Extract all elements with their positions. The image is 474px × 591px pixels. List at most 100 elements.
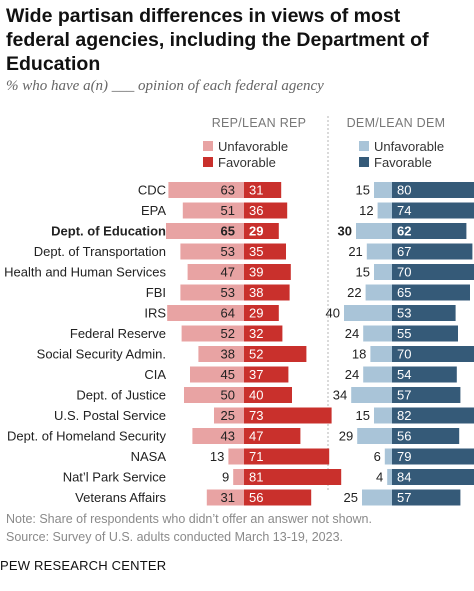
dem-unfavorable-bar (387, 469, 392, 485)
dem-unfavorable-bar (377, 202, 392, 219)
chart-rows: CDC 63 31 15 80 EPA 51 36 12 74 Dept. of Education… (4, 182, 474, 506)
dem-favorable-bar (392, 264, 474, 280)
rep-unfavorable-bar (184, 387, 244, 403)
dem-favorable-value: 57 (397, 388, 411, 403)
rep-unfavorable-value: 50 (221, 388, 235, 403)
dem-favorable-value: 54 (397, 367, 411, 382)
category-label: IRS (144, 306, 166, 321)
rep-unfavorable-value: 52 (221, 326, 235, 341)
rep-unfavorable-value: 53 (221, 285, 235, 300)
category-label: Dept. of Homeland Security (7, 429, 166, 444)
rep-favorable-bar (244, 366, 289, 383)
category-label: Social Security Admin. (37, 347, 166, 362)
rep-unfavorable-value: 25 (221, 408, 235, 423)
dem-favorable-value: 57 (397, 490, 411, 505)
dem-unfavorable-value: 15 (356, 183, 370, 198)
rep-unfavorable-bar (190, 366, 244, 383)
dem-unfavorable-value: 15 (356, 265, 370, 280)
rep-favorable-value: 39 (249, 265, 263, 280)
dem-favorable-value: 65 (397, 285, 411, 300)
dem-favorable-bar (392, 469, 474, 485)
dem-unfavorable-value: 29 (339, 429, 353, 444)
rep-favorable-bar (244, 469, 342, 485)
rep-favorable-value: 32 (249, 326, 263, 341)
rep-unfavorable-bar (187, 264, 244, 280)
dem-favorable-bar (392, 243, 473, 260)
rep-unfavorable-value: 53 (221, 244, 235, 259)
dem-unfavorable-legend-swatch (359, 141, 369, 151)
dem-unfavorable-value: 22 (347, 285, 361, 300)
category-label: Dept. of Transportation (34, 244, 166, 259)
dem-unfavorable-value: 6 (374, 449, 381, 464)
dem-unfavorable-bar (363, 366, 392, 383)
rep-favorable-bar (244, 346, 307, 362)
dem-unfavorable-value: 30 (338, 224, 352, 239)
dem-unfavorable-bar (365, 284, 392, 301)
dem-unfavorable-bar (363, 325, 392, 342)
rep-unfavorable-bar (233, 469, 244, 485)
dem-unfavorable-value: 24 (345, 326, 359, 341)
category-label: Nat’l Park Service (63, 470, 166, 485)
rep-unfavorable-value: 45 (221, 367, 235, 382)
rep-favorable-bar (244, 428, 301, 444)
dem-unfavorable-value: 25 (344, 490, 358, 505)
rep-unfavorable-bar (180, 243, 244, 260)
rep-unfavorable-bar (192, 428, 244, 444)
dem-unfavorable-legend-label: Unfavorable (374, 139, 444, 154)
dem-unfavorable-bar (374, 407, 392, 424)
category-label: Veterans Affairs (75, 490, 166, 505)
rep-favorable-bar (244, 284, 290, 301)
chart-subtitle: % who have a(n) ___ opinion of each fede… (6, 78, 324, 94)
rep-favorable-bar (244, 202, 288, 219)
rep-favorable-value: 29 (249, 224, 263, 239)
dem-favorable-bar (392, 305, 456, 321)
dem-favorable-value: 70 (397, 265, 411, 280)
dem-unfavorable-bar (344, 305, 392, 321)
dem-favorable-bar (392, 346, 474, 362)
chart-source: Source: Survey of U.S. adults conducted … (6, 530, 343, 544)
rep-unfavorable-bar (167, 305, 244, 321)
rep-favorable-bar (244, 489, 312, 506)
rep-unfavorable-value: 64 (221, 306, 235, 321)
dem-favorable-value: 67 (397, 244, 411, 259)
rep-favorable-legend-label: Favorable (218, 155, 276, 170)
rep-favorable-bar (244, 325, 283, 342)
rep-favorable-value: 31 (249, 183, 263, 198)
rep-favorable-bar (244, 264, 291, 280)
rep-unfavorable-value: 63 (221, 183, 235, 198)
dem-favorable-value: 82 (397, 408, 411, 423)
chart-note: Note: Share of respondents who didn’t of… (6, 512, 372, 526)
dem-unfavorable-value: 21 (348, 244, 362, 259)
dem-favorable-value: 62 (397, 224, 411, 239)
rep-favorable-value: 40 (249, 388, 263, 403)
rep-favorable-bar (244, 223, 279, 239)
dem-unfavorable-value: 15 (356, 408, 370, 423)
dem-favorable-value: 74 (397, 203, 411, 218)
dem-favorable-legend-label: Favorable (374, 155, 432, 170)
rep-favorable-value: 81 (249, 470, 263, 485)
dem-unfavorable-bar (351, 387, 392, 403)
dem-favorable-value: 55 (397, 326, 411, 341)
category-label: Dept. of Justice (76, 388, 166, 403)
rep-favorable-bar (244, 407, 332, 424)
rep-unfavorable-bar (214, 407, 244, 424)
rep-unfavorable-value: 43 (221, 429, 235, 444)
dem-favorable-bar (392, 448, 474, 465)
rep-unfavorable-bar (168, 182, 244, 198)
dem-favorable-bar (392, 325, 458, 342)
dem-favorable-value: 70 (397, 347, 411, 362)
rep-unfavorable-legend-label: Unfavorable (218, 139, 288, 154)
rep-favorable-legend-swatch (203, 157, 213, 167)
category-label: CDC (138, 183, 166, 198)
dem-favorable-bar (392, 407, 474, 424)
dem-unfavorable-value: 34 (333, 388, 347, 403)
category-label: U.S. Postal Service (54, 408, 166, 423)
dem-unfavorable-value: 40 (326, 306, 340, 321)
rep-unfavorable-value: 47 (221, 265, 235, 280)
chart-title: Wide partisan differences in views of mo… (6, 5, 429, 75)
category-label: Health and Human Services (4, 265, 166, 280)
dem-favorable-value: 80 (397, 183, 411, 198)
dem-unfavorable-value: 18 (352, 347, 366, 362)
dem-panel-header: DEM/LEAN DEM (347, 116, 446, 130)
rep-favorable-value: 71 (249, 449, 263, 464)
